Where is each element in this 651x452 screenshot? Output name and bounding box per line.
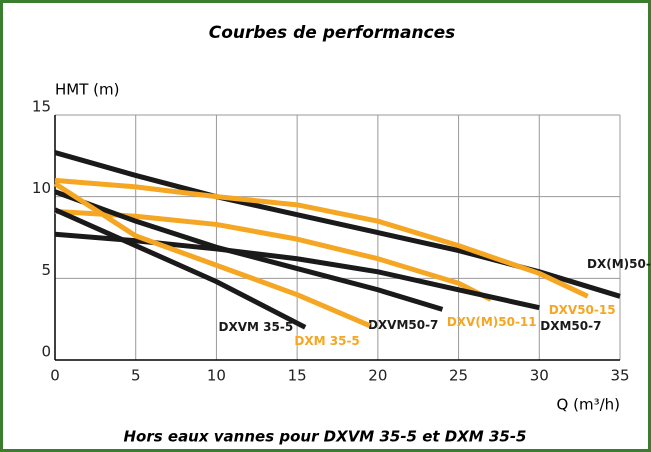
curve-label: DXVM50-7 xyxy=(368,318,438,332)
x-tick-label: 0 xyxy=(50,367,60,385)
x-tick-label: 5 xyxy=(131,367,141,385)
footnote: Hors eaux vannes pour DXVM 35-5 et DXM 3… xyxy=(123,428,526,446)
y-axis-label: HMT (m) xyxy=(55,81,119,99)
curve xyxy=(54,231,540,311)
curve-label: DXVM 35-5 xyxy=(219,320,294,334)
curve xyxy=(53,181,371,328)
x-tick-label: 35 xyxy=(610,367,629,385)
curve xyxy=(54,208,492,302)
x-tick-label: 30 xyxy=(530,367,549,385)
x-tick-label: 10 xyxy=(207,367,226,385)
curve-label: DXM50-7 xyxy=(540,319,601,333)
y-tick-label: 10 xyxy=(32,179,51,197)
curve xyxy=(53,207,307,330)
chart-title: Courbes de performances xyxy=(209,23,456,43)
curve xyxy=(54,189,444,312)
curve-label: DX(M)50-11 xyxy=(587,257,651,271)
curve-label: DXM 35-5 xyxy=(294,334,359,348)
curve xyxy=(54,177,589,299)
curve-label: DXV50-15 xyxy=(549,303,616,317)
y-tick-label: 15 xyxy=(32,98,51,116)
curve-label: DXV(M)50-11 xyxy=(447,315,537,329)
y-tick-label: 0 xyxy=(41,343,51,361)
x-tick-label: 25 xyxy=(449,367,468,385)
x-axis-label: Q (m³/h) xyxy=(557,396,620,414)
x-tick-label: 20 xyxy=(368,367,387,385)
y-tick-label: 5 xyxy=(41,261,51,279)
x-tick-label: 15 xyxy=(288,367,307,385)
